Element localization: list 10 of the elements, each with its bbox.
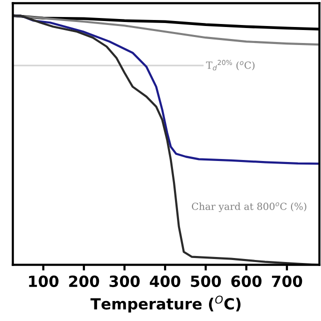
x-tick-label: 400 [150,276,180,288]
x-tick-label: 500 [190,276,221,288]
x-tick-label: 700 [272,276,302,288]
x-tick-label: 200 [69,276,100,288]
x-axis-title: Temperature ($^{O}$C) [90,296,240,313]
annotation: Char yard at 800$^{o}$C (%) [192,202,306,212]
x-tick-label: 100 [29,276,59,288]
x-tick-label: 300 [110,276,140,288]
ref-line-label: T$_{d}$$^{20%}$ ($^{o}$C) [206,60,254,70]
x-tick-label: 600 [231,276,262,288]
